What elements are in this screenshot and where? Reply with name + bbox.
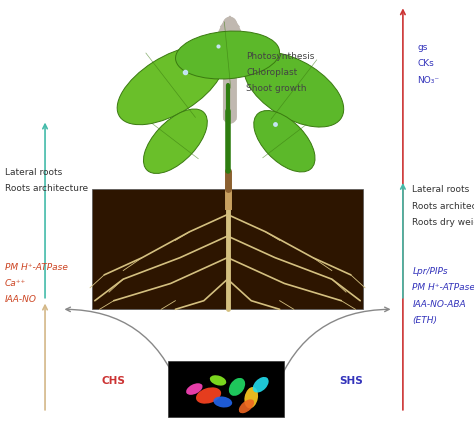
Text: CHS: CHS [102,375,126,386]
Text: PM H⁺-ATPase: PM H⁺-ATPase [5,262,68,271]
Ellipse shape [186,384,202,395]
Text: (ETH): (ETH) [412,316,438,324]
Ellipse shape [210,375,226,386]
Ellipse shape [245,387,258,408]
Text: gs: gs [417,43,428,52]
Text: SHS: SHS [339,375,363,386]
Text: CKs: CKs [417,59,434,68]
Bar [168,361,284,417]
Text: Shoot growth: Shoot growth [246,84,307,93]
Text: Roots architecture: Roots architecture [5,184,88,193]
Text: PM H⁺-ATPase: PM H⁺-ATPase [412,283,474,292]
Ellipse shape [196,387,221,404]
Ellipse shape [117,46,224,126]
Text: Lateral roots: Lateral roots [5,168,62,176]
Text: Roots dry weight: Roots dry weight [412,218,474,226]
Ellipse shape [254,111,315,172]
Text: IAA-NO: IAA-NO [5,295,37,304]
Ellipse shape [175,32,280,80]
Text: Ca⁺⁺: Ca⁺⁺ [5,279,26,287]
Ellipse shape [244,53,344,128]
Text: Lateral roots: Lateral roots [412,185,470,194]
Ellipse shape [253,377,269,393]
Text: Roots architecture: Roots architecture [412,201,474,210]
Ellipse shape [144,110,207,174]
Bar [92,189,363,310]
Ellipse shape [213,396,232,408]
Text: IAA-NO-ABA: IAA-NO-ABA [412,299,466,308]
Ellipse shape [229,378,245,396]
Ellipse shape [239,399,254,413]
Text: NO₃⁻: NO₃⁻ [417,76,439,84]
Text: Photosynthesis: Photosynthesis [246,52,315,60]
Text: Chloroplast: Chloroplast [246,68,298,77]
Text: Lpr/PIPs: Lpr/PIPs [412,267,448,275]
FancyArrow shape [220,17,239,120]
